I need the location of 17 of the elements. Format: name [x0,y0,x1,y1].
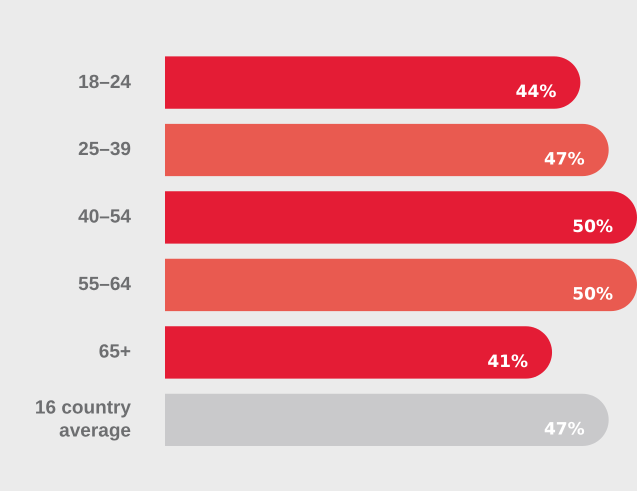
y-tick-label: 40–54 [78,206,132,228]
data-label: 50% [572,284,613,304]
data-label: 41% [487,352,528,372]
y-tick-label: 18–24 [78,72,132,93]
data-label: 47% [544,149,585,170]
bar [165,56,580,109]
data-label: 50% [572,216,613,237]
bar [165,326,552,379]
data-label: 44% [516,82,556,102]
bar [165,394,609,446]
y-tick-label: 65+ [98,342,131,363]
y-tick-label: 25–39 [78,139,131,160]
bar [165,258,637,312]
bar [165,191,637,244]
y-tick-label: 55–64 [78,274,132,296]
bar [165,124,609,176]
y-tick-label: 16 country average [34,398,132,442]
